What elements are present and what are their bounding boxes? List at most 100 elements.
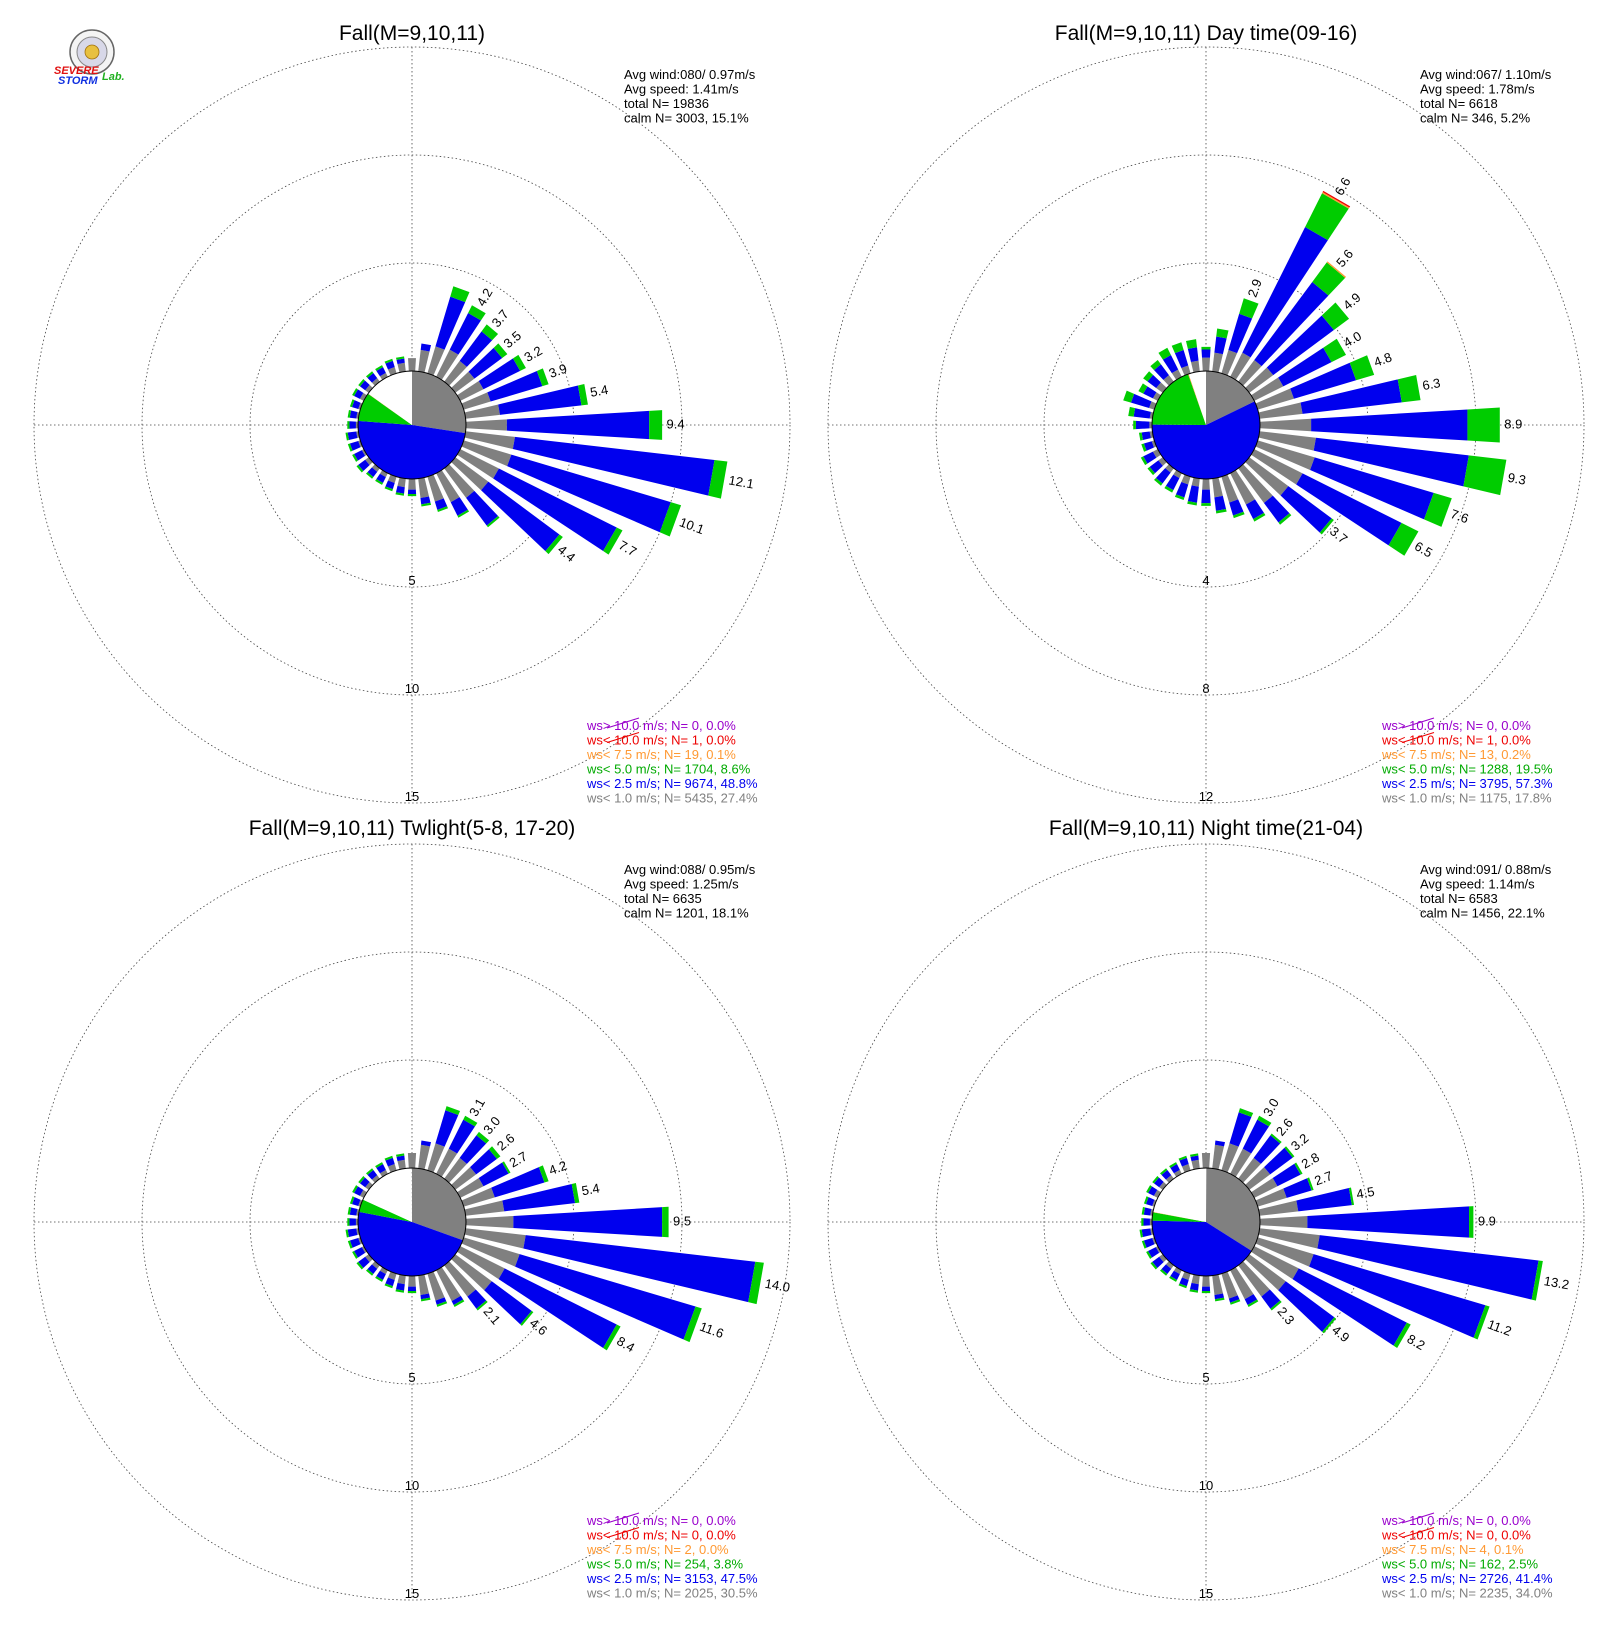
rose-bar-segment-blue	[1292, 1268, 1407, 1346]
wind-rose-panel-3: Fall(M=9,10,11) Twlight(5-8, 17-20)51015…	[33, 817, 791, 1601]
rose-bar-segment-blue	[395, 1282, 405, 1291]
rose-bar-segment-gray	[1165, 1261, 1174, 1269]
rose-bar-segment-gray	[427, 346, 445, 376]
rose-bar-segment-green	[375, 479, 383, 485]
rose-bar-segment-green	[1189, 1153, 1199, 1157]
rose-bar-segment-green	[347, 443, 353, 452]
pie-outline	[1151, 1167, 1261, 1277]
legend-entry: ws< 5.0 m/s; N= 1288, 19.5%	[1381, 762, 1553, 777]
bar-value-label: 4.8	[1372, 349, 1394, 369]
rose-bar-segment-blue	[1141, 431, 1151, 441]
rose-bar-segment-blue	[450, 497, 468, 516]
rose-bar-segment-blue	[1179, 1157, 1189, 1167]
rose-bar-segment-gray	[408, 478, 416, 490]
rose-bar-segment-blue	[481, 481, 560, 552]
rose-bar-segment-blue	[467, 1289, 487, 1309]
ring-label: 8	[1202, 681, 1209, 696]
legend-entry: ws< 5.0 m/s; N= 162, 2.5%	[1381, 1557, 1539, 1572]
rose-bar-segment-green	[1128, 406, 1136, 417]
rose-bar-segment-blue	[1147, 374, 1161, 388]
legend-strike	[606, 732, 640, 743]
bar-value-label: 2.8	[1299, 1150, 1322, 1172]
rose-bar-segment-gray	[1153, 1189, 1161, 1198]
pie-outline	[1151, 370, 1261, 480]
rose-bar-segment-gray	[397, 1274, 406, 1285]
bar-value-label: 4.0	[1341, 328, 1364, 350]
rose-bar-segment-gray	[371, 464, 380, 472]
rose-bar-segment-green	[365, 1168, 374, 1175]
rose-legend: ws> 10.0 m/s; N= 0, 0.0%ws< 10.0 m/s; N=…	[1381, 1512, 1553, 1601]
rose-bar-segment-gray	[436, 470, 460, 503]
rose-bar-segment-green	[345, 1229, 349, 1238]
pie-slice	[1152, 401, 1260, 480]
rose-bar-segment-gray	[371, 378, 380, 386]
rose-bar-segment-green	[1143, 1196, 1149, 1205]
rose-bar-segment-green	[1138, 383, 1148, 394]
wind-rose-panel-2: Fall(M=9,10,11) Day time(09-16) 4 8 12 2.9 6.…	[827, 22, 1585, 806]
rose-bar-segment-blue	[434, 498, 448, 510]
rose-bar-segment-gray	[444, 1157, 467, 1183]
rose-bar-segment-green	[571, 1182, 580, 1204]
pie-outline	[357, 1167, 467, 1277]
rose-bar-segment-gray	[1230, 1267, 1254, 1300]
ring-label: 10	[405, 681, 419, 696]
rose-bar-segment-gray	[427, 474, 444, 502]
rose-bar-segment-blue	[1307, 1206, 1470, 1238]
pie-slice	[358, 1199, 412, 1222]
rose-bar-segment-blue	[1154, 364, 1169, 380]
bar-value-label: 11.6	[698, 1319, 726, 1341]
rose-bar-segment-green	[708, 460, 728, 499]
rose-bar-segment-gray	[1245, 457, 1289, 496]
rose-bar-segment-gray	[1255, 388, 1294, 410]
rose-bar-segment-blue	[1283, 1178, 1312, 1198]
rose-bar-segment-blue	[1228, 1295, 1240, 1303]
rose-bar-segment-blue	[1161, 1169, 1172, 1180]
rose-bar-segment-gray	[1251, 377, 1284, 401]
rose-bar-segment-green	[395, 356, 405, 360]
rose-bar-segment-blue	[1244, 1294, 1258, 1306]
rose-bar-segment-gray	[436, 1267, 461, 1302]
rose-bar-segment-orange	[1326, 261, 1347, 278]
rose-bar-segment-blue	[1313, 437, 1469, 487]
rose-bar-segment-green	[365, 371, 374, 378]
rose-bar-segment-gray	[1238, 464, 1273, 504]
legend-entry: ws> 10.0 m/s; N= 0, 0.0%	[1381, 1513, 1531, 1528]
rose-bar-segment-blue	[1153, 1177, 1164, 1188]
rose-bar-segment-green	[1201, 346, 1211, 350]
rose-bar-segment-blue	[478, 1162, 509, 1187]
rose-bar-segment-blue	[1143, 441, 1154, 451]
rose-bar-segment-green	[1201, 1290, 1211, 1294]
rose-bar-segment-gray	[1159, 1181, 1167, 1190]
rose-bar-segment-blue	[459, 331, 493, 367]
rose-bar-segment-green	[1178, 1155, 1187, 1161]
rose-bar-segment-gray	[1181, 1164, 1191, 1173]
rose-bar-segment-blue	[1311, 409, 1468, 441]
rose-bar-segment-gray	[418, 477, 430, 498]
bar-value-label: 7.7	[616, 537, 639, 559]
rose-bar-segment-gray	[1230, 1148, 1252, 1177]
speed-class-pie	[1151, 1167, 1261, 1277]
rose-bar-segment-green	[436, 1301, 448, 1307]
rose-bar-segment-blue	[498, 1268, 617, 1349]
rose-bar-segment-green	[1164, 485, 1174, 493]
rose-legend: ws> 10.0 m/s; N= 0, 0.0%ws< 10.0 m/s; N=…	[586, 717, 758, 806]
rose-bar-segment-green	[1388, 522, 1419, 556]
rose-bar-segment-gray	[418, 1144, 431, 1170]
bar-value-label: 3.2	[1288, 1130, 1311, 1153]
rose-bar-segment-green	[1138, 432, 1143, 441]
pie-slice	[1206, 371, 1255, 425]
rose-title: Fall(M=9,10,11)	[339, 22, 485, 45]
bar-value-label: 8.4	[614, 1333, 637, 1355]
rose-bar-segment-green	[352, 1251, 358, 1259]
logo-lab-text: Lab.	[102, 71, 125, 83]
rose-bar-segment-gray	[387, 474, 397, 483]
rose-bar-segment-green	[1322, 1317, 1337, 1334]
rose-bar-segment-gray	[361, 449, 367, 456]
pie-slice	[1152, 1212, 1206, 1222]
rose-bar-segment-blue	[347, 431, 358, 441]
rose-bar-segment-gray	[387, 367, 397, 376]
rose-bar-segment-green	[384, 1283, 393, 1289]
legend-strike	[606, 717, 640, 729]
legend-entry: ws< 5.0 m/s; N= 254, 3.8%	[586, 1557, 744, 1572]
